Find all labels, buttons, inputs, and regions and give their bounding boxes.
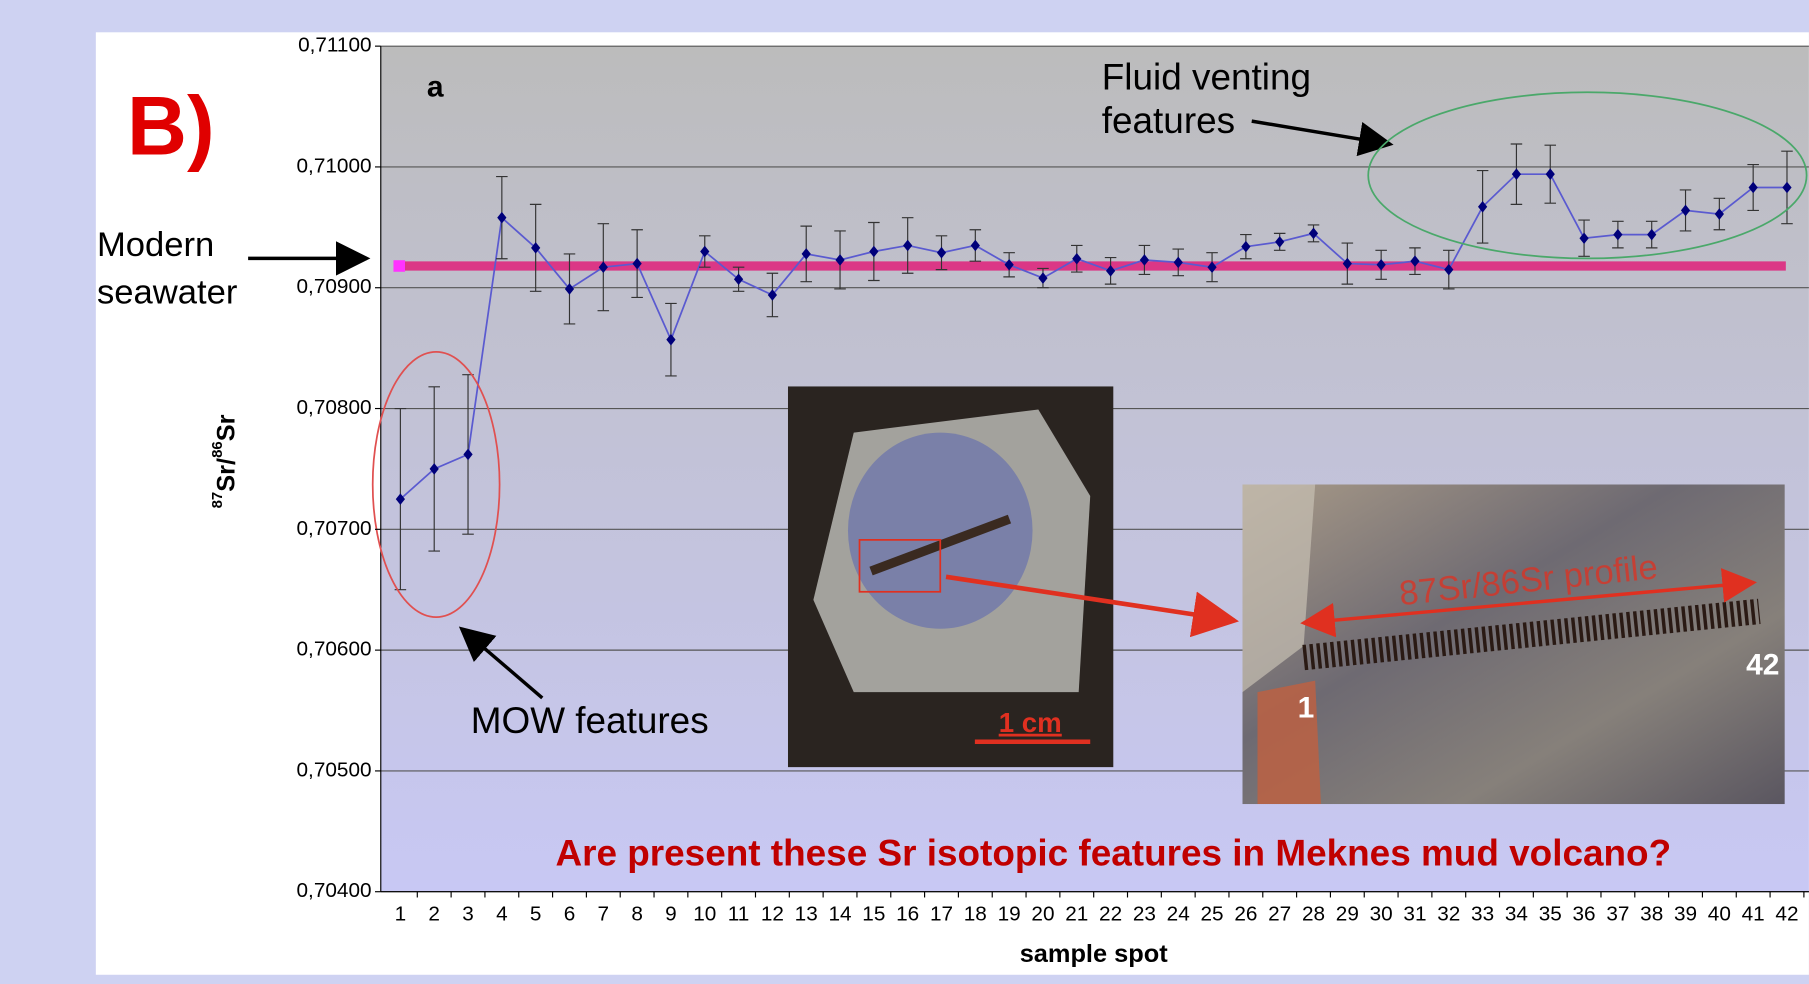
x-tick-label: 34 xyxy=(1505,902,1528,925)
x-tick-label: 26 xyxy=(1234,902,1257,925)
inset-label: 1 xyxy=(1298,691,1315,724)
x-tick-label: 20 xyxy=(1031,902,1054,925)
x-tick-label: 15 xyxy=(862,902,885,925)
x-tick-label: 7 xyxy=(598,902,610,925)
x-tick-label: 11 xyxy=(728,902,750,925)
x-tick-label: 17 xyxy=(930,902,953,925)
x-tick-label: 33 xyxy=(1471,902,1494,925)
x-tick-label: 25 xyxy=(1201,902,1224,925)
x-tick-label: 12 xyxy=(761,902,784,925)
reference-label: seawater xyxy=(97,273,237,311)
y-tick-label: 0,70900 xyxy=(297,275,372,298)
y-tick-label: 0,70700 xyxy=(297,517,372,540)
annotation: features xyxy=(1102,100,1235,141)
subplot-label: a xyxy=(427,71,444,104)
annotation: MOW features xyxy=(471,700,709,741)
page: B) a Fluid venting features MOW features… xyxy=(0,0,1809,984)
x-tick-label: 40 xyxy=(1708,902,1731,925)
x-tick-label: 35 xyxy=(1539,902,1562,925)
x-tick-label: 22 xyxy=(1099,902,1122,925)
y-tick-label: 0,71000 xyxy=(297,154,372,177)
x-tick-label: 30 xyxy=(1370,902,1393,925)
x-tick-label: 13 xyxy=(795,902,818,925)
x-tick-label: 4 xyxy=(496,902,508,925)
x-tick-label: 37 xyxy=(1606,902,1629,925)
x-tick-label: 41 xyxy=(1742,902,1765,925)
x-tick-label: 18 xyxy=(964,902,987,925)
x-tick-label: 3 xyxy=(462,902,474,925)
x-tick-label: 14 xyxy=(828,902,851,925)
x-tick-label: 2 xyxy=(428,902,440,925)
x-tick-label: 1 xyxy=(395,902,407,925)
photo-inset: 87Sr/86Sr profile 1 42 xyxy=(1242,485,1784,805)
x-tick-label: 16 xyxy=(896,902,919,925)
x-tick-label: 21 xyxy=(1065,902,1088,925)
y-tick-label: 0,70800 xyxy=(297,396,372,419)
x-tick-label: 27 xyxy=(1268,902,1291,925)
y-tick-label: 0,71100 xyxy=(298,34,371,57)
x-tick-label: 32 xyxy=(1437,902,1460,925)
reference-label: Modern xyxy=(97,226,214,264)
y-axis-title-part: Sr xyxy=(212,414,240,441)
y-tick-label: 0,70400 xyxy=(297,879,372,902)
x-tick-label: 39 xyxy=(1674,902,1697,925)
x-tick-label: 9 xyxy=(665,902,677,925)
x-tick-label: 38 xyxy=(1640,902,1663,925)
slide: B) a Fluid venting features MOW features… xyxy=(0,0,1809,984)
y-axis-title-part: 87 xyxy=(209,492,226,509)
y-tick-label: 0,70500 xyxy=(297,758,372,781)
reference-marker xyxy=(393,260,405,272)
scale-label: 1 cm xyxy=(999,707,1062,738)
x-tick-label: 8 xyxy=(631,902,643,925)
annotation: Fluid venting xyxy=(1102,56,1311,97)
x-tick-label: 29 xyxy=(1336,902,1359,925)
x-tick-label: 31 xyxy=(1403,902,1426,925)
x-tick-label: 5 xyxy=(530,902,542,925)
x-tick-label: 6 xyxy=(564,902,576,925)
y-axis-title-part: Sr/ xyxy=(212,458,240,492)
question: Are present these Sr isotopic features i… xyxy=(555,833,1671,874)
x-axis-title: sample spot xyxy=(1020,940,1169,968)
inset-label: 42 xyxy=(1746,649,1779,682)
panel-label: B) xyxy=(127,80,215,173)
y-tick-label: 0,70600 xyxy=(297,638,372,661)
x-tick-label: 24 xyxy=(1167,902,1190,925)
x-tick-label: 10 xyxy=(693,902,716,925)
x-tick-label: 23 xyxy=(1133,902,1156,925)
x-tick-label: 42 xyxy=(1775,902,1798,925)
x-tick-label: 36 xyxy=(1573,902,1596,925)
x-tick-label: 28 xyxy=(1302,902,1325,925)
x-tick-label: 19 xyxy=(998,902,1021,925)
y-axis-title-part: 86 xyxy=(209,441,226,458)
